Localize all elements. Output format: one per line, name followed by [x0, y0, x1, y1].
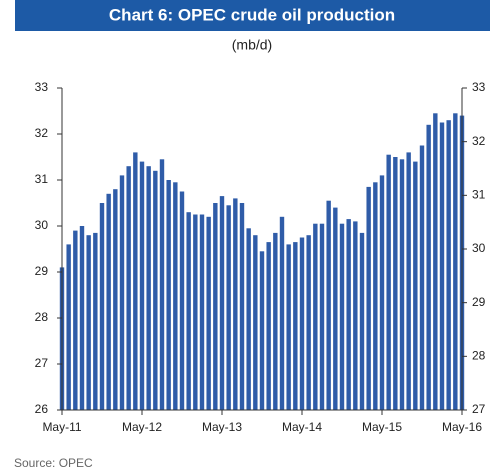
bar — [433, 113, 438, 411]
x-tick-label: May-16 — [442, 420, 482, 434]
bar — [99, 203, 105, 410]
bar — [146, 166, 151, 410]
bar — [413, 161, 418, 410]
bar — [119, 175, 125, 410]
bar — [173, 182, 178, 410]
bar — [373, 182, 378, 410]
chart-subtitle: (mb/d) — [232, 37, 272, 53]
source-note: Source: OPEC — [14, 456, 93, 470]
bar — [379, 175, 385, 410]
bar — [426, 124, 431, 411]
y2-tick-label: 30 — [472, 241, 486, 255]
bar — [299, 237, 305, 410]
bar — [159, 159, 165, 410]
y2-tick-label: 33 — [472, 80, 486, 94]
bar — [106, 193, 111, 410]
bar — [286, 244, 291, 410]
bar — [346, 219, 351, 410]
bar — [73, 230, 78, 410]
bar — [446, 120, 451, 410]
bar — [353, 221, 358, 410]
bar — [79, 226, 85, 410]
y-tick-label: 26 — [35, 402, 49, 416]
y-tick-label: 27 — [35, 356, 49, 370]
bar — [246, 228, 251, 410]
bar — [239, 203, 245, 410]
bar — [193, 214, 198, 410]
bar — [439, 122, 445, 410]
y-tick-label: 28 — [35, 310, 49, 324]
bar — [339, 223, 345, 410]
bar — [153, 170, 158, 410]
bar — [86, 235, 91, 410]
bar — [259, 251, 265, 410]
bar — [113, 189, 118, 410]
y2-tick-label: 29 — [472, 295, 486, 309]
y2-tick-label: 28 — [472, 349, 486, 363]
x-tick-label: May-12 — [122, 420, 162, 434]
bar — [186, 212, 191, 410]
bar — [306, 235, 311, 410]
x-tick-label: May-11 — [42, 420, 81, 434]
x-tick-label: May-13 — [202, 420, 242, 434]
y-tick-label: 33 — [35, 80, 49, 94]
bar — [399, 159, 405, 410]
bar — [253, 235, 258, 410]
y-tick-label: 32 — [35, 126, 49, 140]
bar — [126, 166, 131, 410]
y2-tick-label: 31 — [472, 188, 486, 202]
bar — [313, 223, 318, 410]
title-banner — [15, 0, 490, 31]
y-tick-label: 29 — [35, 264, 49, 278]
bar — [393, 157, 398, 410]
y2-tick-label: 32 — [472, 134, 486, 148]
bar — [359, 232, 365, 410]
bar — [166, 180, 171, 410]
bar — [279, 216, 285, 410]
bar — [273, 232, 278, 410]
bar — [219, 196, 225, 410]
bar — [139, 161, 145, 410]
bar — [319, 223, 325, 410]
bar — [266, 242, 271, 410]
bar — [213, 203, 218, 410]
bar — [333, 207, 338, 410]
bar — [226, 205, 231, 410]
bar — [366, 186, 371, 410]
x-tick-label: May-15 — [362, 420, 402, 434]
y-tick-label: 30 — [35, 218, 49, 232]
bar — [326, 200, 331, 410]
bar — [406, 152, 411, 410]
bar — [66, 244, 71, 410]
y2-tick-label: 27 — [472, 402, 486, 416]
bar — [233, 198, 238, 410]
y-tick-label: 31 — [35, 172, 49, 186]
x-tick-label: May-14 — [282, 420, 322, 434]
bar — [93, 232, 98, 410]
bar — [206, 216, 211, 410]
bar — [293, 242, 298, 410]
bar — [453, 113, 458, 411]
bar — [199, 214, 205, 410]
bar — [386, 154, 391, 410]
bar — [419, 145, 425, 410]
chart-title: Chart 6: OPEC crude oil production — [109, 5, 395, 24]
bar — [133, 152, 138, 410]
bar — [179, 191, 185, 410]
